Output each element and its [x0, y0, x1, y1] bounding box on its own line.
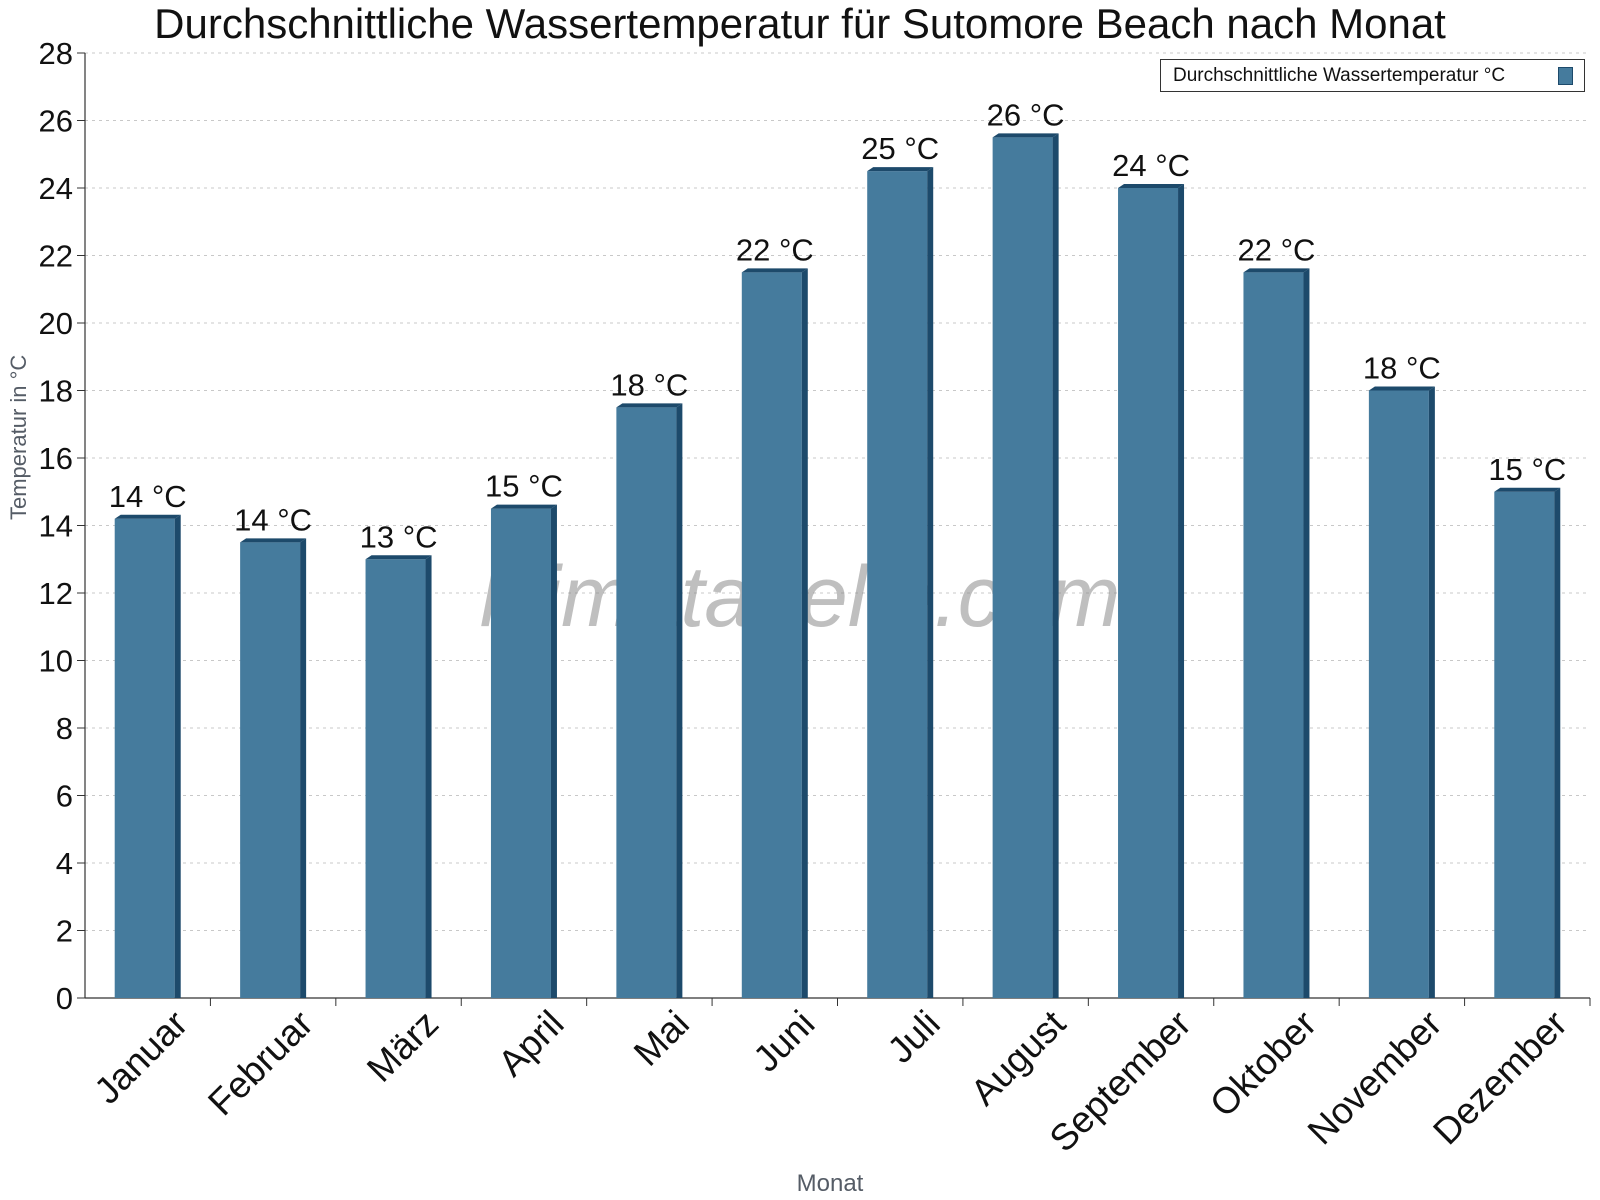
- y-tick-label: 26: [39, 104, 73, 139]
- y-tick-label: 12: [39, 576, 73, 611]
- bar: [992, 137, 1053, 998]
- x-tick-label: Juli: [880, 1003, 948, 1071]
- data-label: 22 °C: [736, 232, 814, 267]
- bar: [490, 508, 551, 998]
- data-label: 26 °C: [987, 97, 1065, 132]
- data-label: 18 °C: [610, 367, 688, 402]
- bar-side: [174, 514, 181, 998]
- data-label: 22 °C: [1238, 232, 1316, 267]
- bar: [240, 542, 301, 998]
- bar-top: [1243, 268, 1310, 273]
- y-tick-label: 0: [56, 981, 73, 1016]
- bar-top: [867, 167, 934, 172]
- y-tick-label: 20: [39, 306, 73, 341]
- bar-top: [1368, 386, 1435, 391]
- bar-top: [114, 514, 181, 519]
- bar-side: [1554, 487, 1561, 998]
- data-label: 13 °C: [360, 519, 438, 554]
- y-tick-label: 6: [56, 779, 73, 814]
- bar-top: [741, 268, 808, 273]
- x-tick-label: Februar: [200, 1003, 321, 1124]
- bar: [616, 407, 677, 998]
- y-tick-label: 18: [39, 374, 73, 409]
- legend: Durchschnittliche Wassertemperatur °C: [1160, 59, 1585, 92]
- data-label: 15 °C: [1488, 452, 1566, 487]
- bar: [741, 272, 802, 998]
- legend-label: Durchschnittliche Wassertemperatur °C: [1173, 65, 1506, 86]
- x-tick-label: August: [963, 1002, 1074, 1113]
- bar: [114, 518, 175, 998]
- bar-side: [550, 504, 557, 998]
- bar-side: [1052, 133, 1059, 998]
- data-label: 18 °C: [1363, 351, 1441, 386]
- bar-side: [300, 538, 307, 998]
- x-tick-label: Januar: [86, 1003, 195, 1112]
- x-tick-label: Mai: [626, 1003, 697, 1074]
- bar-top: [992, 133, 1059, 138]
- bar: [1494, 491, 1555, 998]
- x-axis-label: Monat: [796, 1170, 864, 1197]
- data-label: 24 °C: [1112, 148, 1190, 183]
- bar-top: [616, 403, 683, 408]
- chart-title: Durchschnittliche Wassertemperatur für S…: [154, 0, 1446, 47]
- y-tick-label: 24: [39, 171, 73, 206]
- data-label: 14 °C: [234, 502, 312, 537]
- bar: [1118, 188, 1179, 998]
- y-tick-label: 16: [39, 441, 73, 476]
- x-tick-label: Dezember: [1425, 1003, 1575, 1153]
- y-tick-label: 10: [39, 644, 73, 679]
- bar-side: [425, 555, 432, 998]
- bar-side: [1428, 386, 1435, 998]
- data-label: 15 °C: [485, 469, 563, 504]
- bar: [1368, 390, 1429, 998]
- x-tick-label: Juni: [745, 1003, 822, 1080]
- bar-side: [1178, 184, 1185, 998]
- data-label: 14 °C: [109, 479, 187, 514]
- bar: [1243, 272, 1304, 998]
- bar-top: [365, 555, 432, 560]
- bar-side: [1303, 268, 1310, 998]
- y-tick-label: 4: [56, 846, 73, 881]
- y-tick-label: 28: [39, 36, 73, 71]
- bar-side: [676, 403, 683, 998]
- y-tick-label: 2: [56, 914, 73, 949]
- data-label: 25 °C: [861, 131, 939, 166]
- y-tick-label: 14: [39, 509, 73, 544]
- x-tick-label: April: [490, 1003, 571, 1084]
- x-tick-label: März: [359, 1003, 446, 1090]
- bar-top: [240, 538, 307, 543]
- y-tick-label: 22: [39, 239, 73, 274]
- x-tick-label: Oktober: [1202, 1003, 1324, 1125]
- bar-side: [801, 268, 808, 998]
- x-tick-label: November: [1300, 1003, 1450, 1153]
- bar-top: [1494, 487, 1561, 492]
- bar: [867, 171, 928, 998]
- bar-top: [490, 504, 557, 509]
- bar-top: [1118, 184, 1185, 188]
- bar-side: [927, 167, 934, 998]
- y-tick-label: 8: [56, 711, 73, 746]
- legend-swatch: [1558, 67, 1573, 85]
- bar: [365, 559, 426, 998]
